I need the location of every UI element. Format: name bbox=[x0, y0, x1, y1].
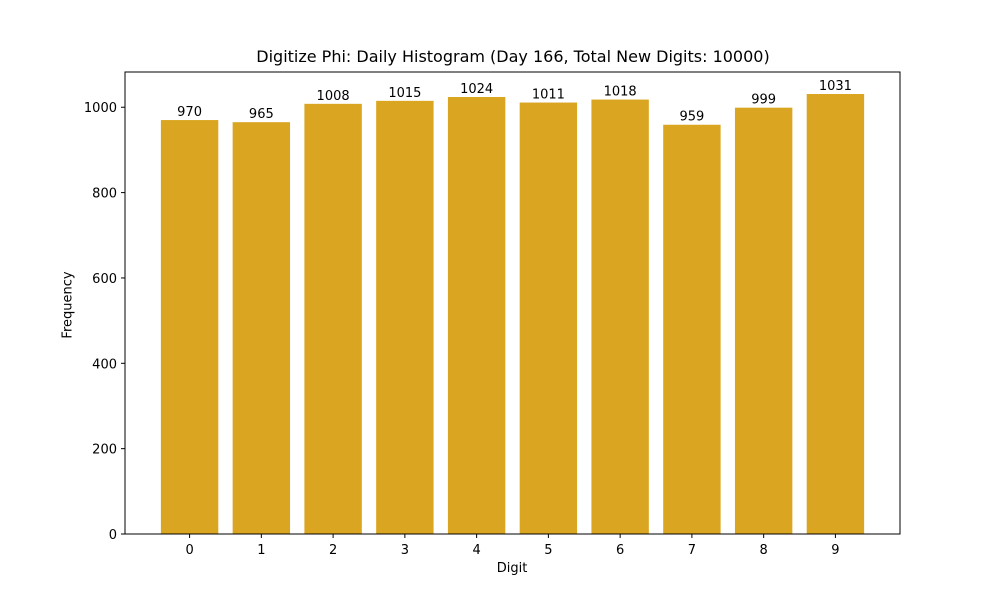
bar-value-label: 1031 bbox=[819, 79, 852, 94]
x-tick-label: 8 bbox=[760, 543, 768, 558]
y-tick-label: 600 bbox=[92, 272, 117, 287]
bar bbox=[232, 122, 291, 534]
chart-title: Digitize Phi: Daily Histogram (Day 166, … bbox=[256, 47, 770, 66]
x-tick-label: 9 bbox=[831, 543, 839, 558]
y-tick-label: 1000 bbox=[84, 101, 117, 116]
y-tick-label: 200 bbox=[92, 443, 117, 458]
bar bbox=[376, 100, 434, 534]
y-tick-label: 400 bbox=[92, 357, 117, 372]
y-tick-label: 0 bbox=[109, 528, 117, 543]
x-axis-label: Digit bbox=[496, 561, 528, 576]
x-tick-label: 6 bbox=[616, 543, 624, 558]
bar bbox=[447, 97, 506, 535]
bar-value-label: 959 bbox=[679, 110, 704, 125]
plot-frame bbox=[124, 71, 901, 535]
bar bbox=[591, 99, 649, 534]
bar-value-label: 999 bbox=[751, 93, 776, 108]
x-tick-label: 2 bbox=[329, 543, 337, 558]
x-tick-label: 4 bbox=[472, 543, 480, 558]
bar-value-label: 1018 bbox=[604, 85, 637, 100]
bar bbox=[160, 120, 219, 534]
bar-value-label: 965 bbox=[249, 107, 274, 122]
x-tick-label: 0 bbox=[185, 543, 193, 558]
bar-value-label: 970 bbox=[177, 105, 202, 120]
y-tick-label: 800 bbox=[92, 187, 117, 202]
bar bbox=[304, 103, 362, 535]
bar bbox=[519, 102, 578, 534]
bar bbox=[663, 124, 721, 535]
bar bbox=[806, 94, 865, 534]
x-tick-label: 3 bbox=[401, 543, 409, 558]
x-tick-label: 1 bbox=[257, 543, 265, 558]
x-tick-label: 7 bbox=[688, 543, 696, 558]
bar-value-label: 1024 bbox=[460, 82, 493, 97]
x-tick-label: 5 bbox=[544, 543, 552, 558]
bar-value-label: 1008 bbox=[317, 89, 350, 104]
bar bbox=[734, 107, 793, 535]
bar-value-label: 1011 bbox=[532, 88, 565, 103]
bar-value-label: 1015 bbox=[388, 86, 421, 101]
